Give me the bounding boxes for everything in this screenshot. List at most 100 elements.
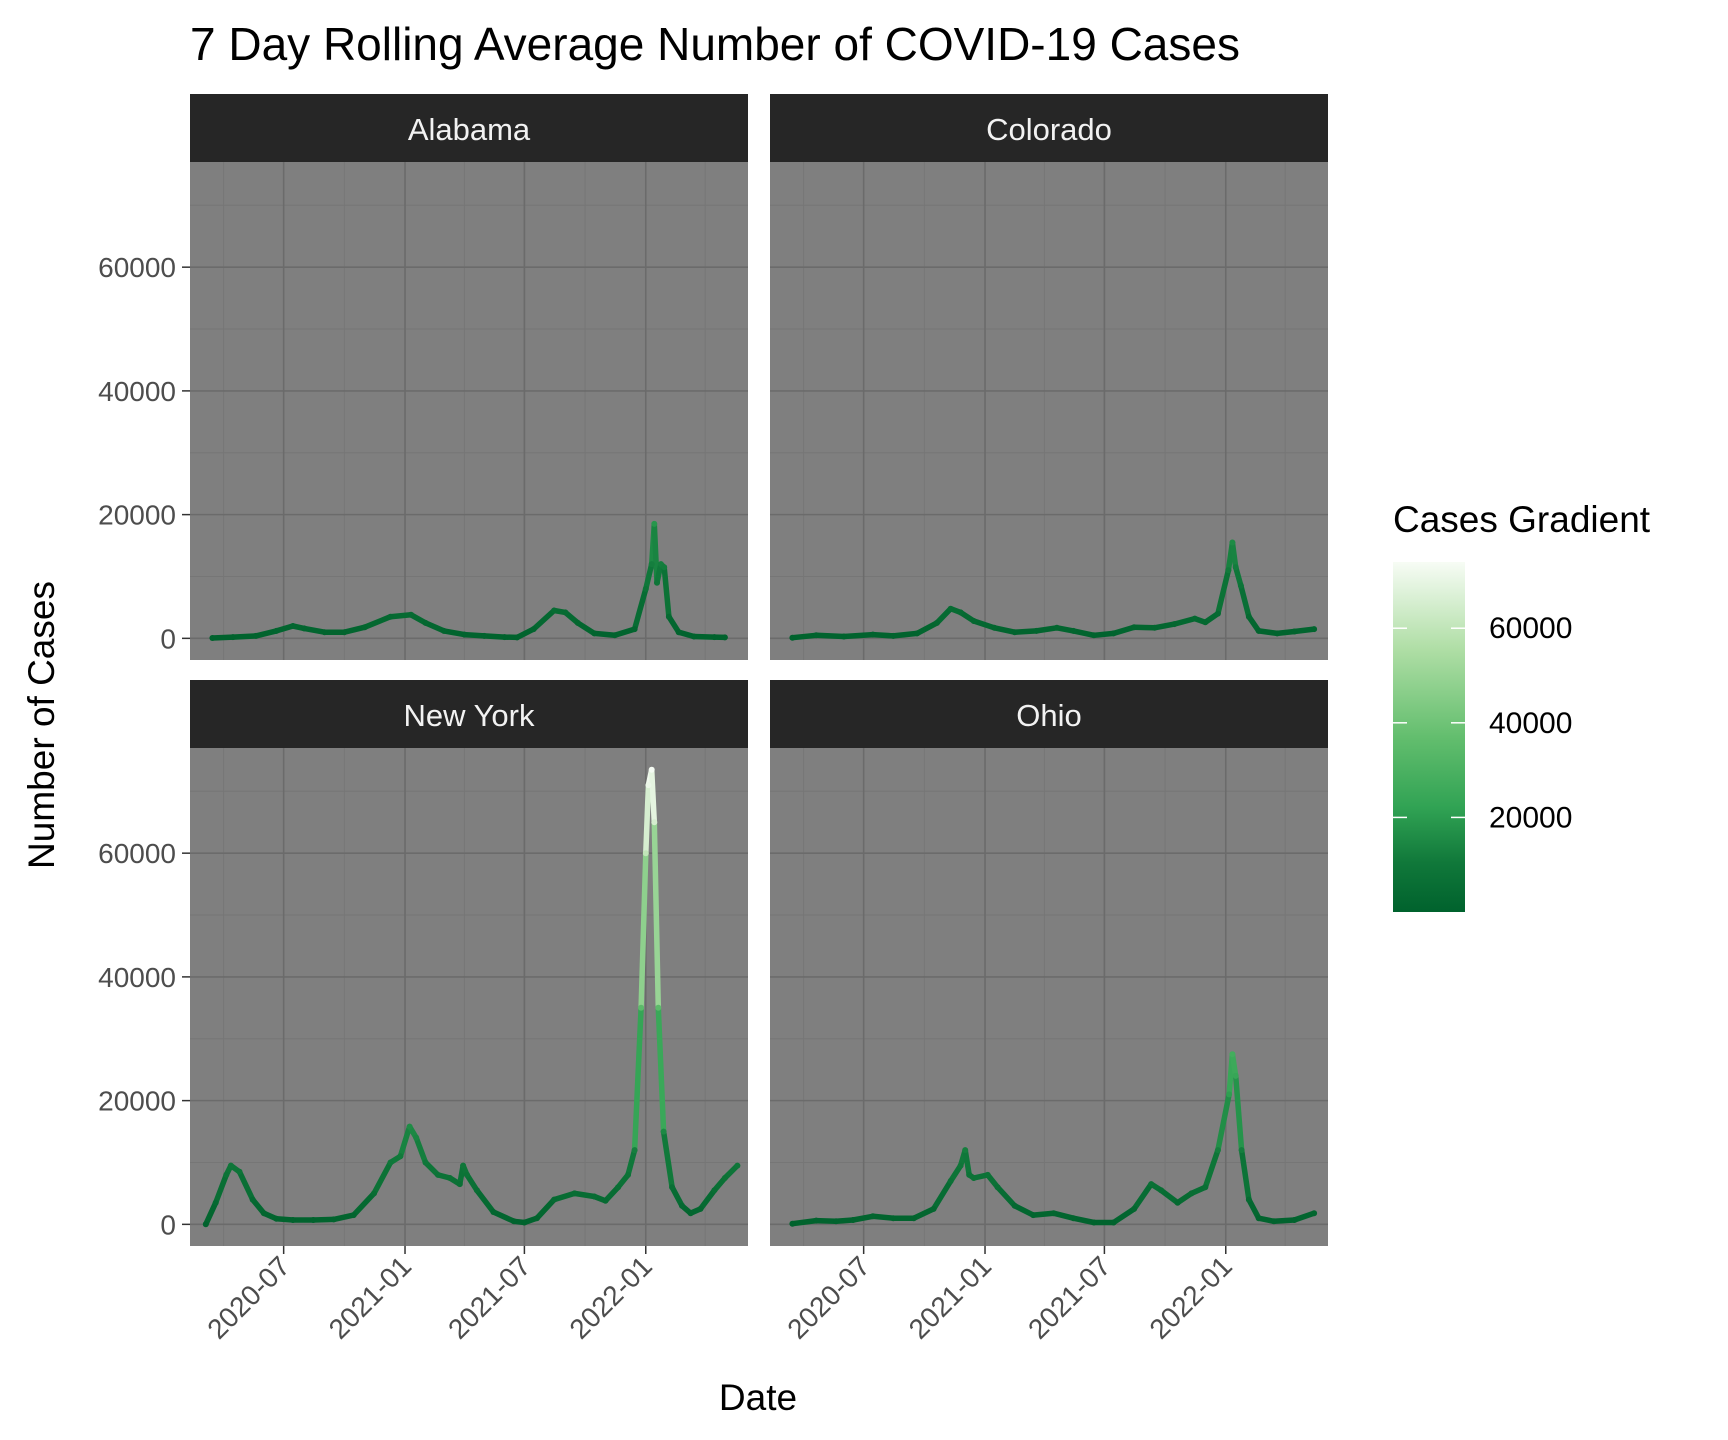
data-point bbox=[642, 850, 649, 857]
series-segment bbox=[1131, 1181, 1154, 1212]
strip-alabama bbox=[190, 94, 748, 162]
data-point bbox=[660, 1128, 667, 1135]
data-point bbox=[551, 1196, 558, 1203]
series-segment bbox=[602, 1184, 621, 1204]
data-point bbox=[413, 1134, 420, 1141]
series-segment bbox=[481, 633, 508, 640]
data-point bbox=[209, 635, 216, 641]
data-point bbox=[734, 1162, 741, 1169]
series-segment bbox=[1110, 624, 1137, 637]
data-point bbox=[1090, 1219, 1097, 1226]
series-segment bbox=[1158, 1187, 1181, 1206]
data-point bbox=[1214, 1147, 1221, 1154]
data-point bbox=[1238, 1147, 1245, 1154]
series-segment bbox=[789, 632, 819, 641]
panel-colorado: Colorado bbox=[770, 94, 1328, 660]
series-segment bbox=[236, 1169, 256, 1203]
data-point bbox=[890, 1215, 897, 1222]
data-point bbox=[1291, 1217, 1298, 1223]
series-segment bbox=[612, 626, 638, 639]
data-point bbox=[501, 634, 508, 641]
data-point bbox=[456, 1181, 463, 1188]
data-point bbox=[361, 624, 368, 631]
data-point bbox=[387, 613, 394, 620]
data-point bbox=[1191, 615, 1198, 622]
data-point bbox=[611, 632, 618, 639]
series-segment bbox=[870, 1213, 897, 1221]
legend-tick-label: 40000 bbox=[1489, 707, 1572, 740]
y-tick-label: 40000 bbox=[98, 376, 176, 407]
series-segment bbox=[1271, 1217, 1298, 1225]
data-point bbox=[1151, 624, 1158, 631]
data-point bbox=[406, 1123, 413, 1130]
series-segment bbox=[643, 561, 655, 592]
data-point bbox=[202, 1221, 209, 1228]
series-segment bbox=[813, 1217, 839, 1225]
data-point bbox=[813, 1217, 820, 1224]
data-point bbox=[1245, 613, 1252, 620]
data-point bbox=[227, 1162, 234, 1169]
data-point bbox=[1237, 582, 1244, 589]
series-segment bbox=[209, 634, 236, 641]
series-segment bbox=[643, 782, 652, 856]
data-point bbox=[1255, 1215, 1262, 1222]
data-point bbox=[625, 1171, 631, 1178]
data-point bbox=[833, 1218, 839, 1225]
series-segment bbox=[1070, 628, 1097, 639]
data-point bbox=[602, 1197, 609, 1204]
data-point bbox=[422, 619, 429, 626]
strip-label: Colorado bbox=[986, 112, 1112, 147]
series-segment bbox=[1215, 1091, 1232, 1153]
data-point bbox=[591, 630, 598, 637]
data-point bbox=[273, 627, 280, 634]
series-segment bbox=[1011, 628, 1040, 635]
series-segment bbox=[631, 1005, 644, 1153]
data-point bbox=[631, 626, 638, 633]
data-point bbox=[914, 630, 921, 637]
data-point bbox=[957, 609, 964, 616]
data-point bbox=[994, 1184, 1001, 1191]
data-point bbox=[1030, 1212, 1037, 1219]
panels-layer: Alabama 0 20000 40000 60000 Colorado New York 0… bbox=[98, 94, 1328, 1345]
data-point bbox=[591, 1193, 598, 1200]
series-segment bbox=[1091, 630, 1117, 639]
series-segment bbox=[310, 1216, 337, 1223]
data-point bbox=[789, 634, 796, 641]
data-point bbox=[1311, 1210, 1318, 1217]
data-point bbox=[530, 626, 537, 633]
data-point bbox=[460, 1162, 467, 1169]
series-segment bbox=[571, 1190, 598, 1200]
data-point bbox=[869, 1213, 876, 1220]
series-segment bbox=[371, 1159, 394, 1197]
data-point bbox=[1245, 1196, 1252, 1203]
strip-label: Alabama bbox=[408, 112, 531, 147]
data-point bbox=[330, 1216, 337, 1223]
series-segment bbox=[1050, 1210, 1077, 1221]
series-segment bbox=[841, 631, 876, 640]
legend-tick-label: 20000 bbox=[1489, 801, 1572, 834]
series-segment bbox=[1030, 1210, 1057, 1218]
data-point bbox=[711, 634, 718, 641]
data-point bbox=[229, 634, 236, 641]
series-segment bbox=[631, 586, 649, 632]
legend-tick-label: 60000 bbox=[1489, 612, 1572, 645]
data-point bbox=[397, 1153, 404, 1160]
series-segment bbox=[1131, 624, 1158, 631]
y-tick-label: 40000 bbox=[98, 962, 176, 993]
series-segment bbox=[890, 630, 920, 639]
data-point bbox=[1226, 1091, 1233, 1098]
data-point bbox=[890, 632, 897, 639]
series-segment bbox=[534, 1196, 557, 1221]
data-point bbox=[1158, 1187, 1165, 1194]
data-point bbox=[301, 625, 308, 632]
data-point bbox=[869, 631, 876, 638]
data-point bbox=[1011, 1202, 1018, 1209]
series-segment bbox=[1033, 625, 1060, 634]
data-point bbox=[1229, 1051, 1236, 1058]
series-segment bbox=[203, 1199, 219, 1228]
data-point bbox=[236, 1168, 243, 1175]
series-segment bbox=[934, 605, 954, 626]
series-segment bbox=[1291, 626, 1317, 635]
data-point bbox=[289, 623, 296, 629]
series-segment bbox=[1070, 1215, 1097, 1226]
